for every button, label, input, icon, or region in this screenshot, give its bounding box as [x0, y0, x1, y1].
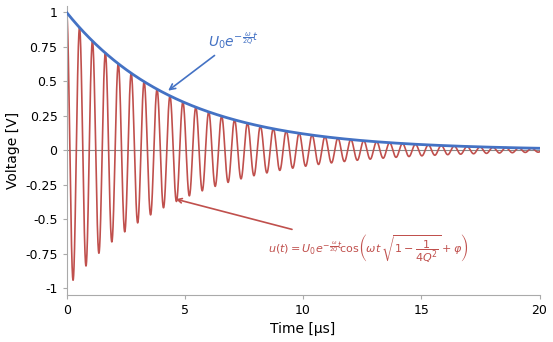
- Text: $u(t) = U_0 e^{-\frac{\omega}{2Q}t}\!\cos\!\left(\omega t\,\sqrt{1-\dfrac{1}{4Q^: $u(t) = U_0 e^{-\frac{\omega}{2Q}t}\!\co…: [178, 199, 468, 265]
- Text: $U_0 e^{-\frac{\omega}{2Q}t}$: $U_0 e^{-\frac{\omega}{2Q}t}$: [170, 30, 259, 90]
- X-axis label: Time [μs]: Time [μs]: [270, 323, 336, 337]
- Y-axis label: Voltage [V]: Voltage [V]: [6, 111, 19, 189]
